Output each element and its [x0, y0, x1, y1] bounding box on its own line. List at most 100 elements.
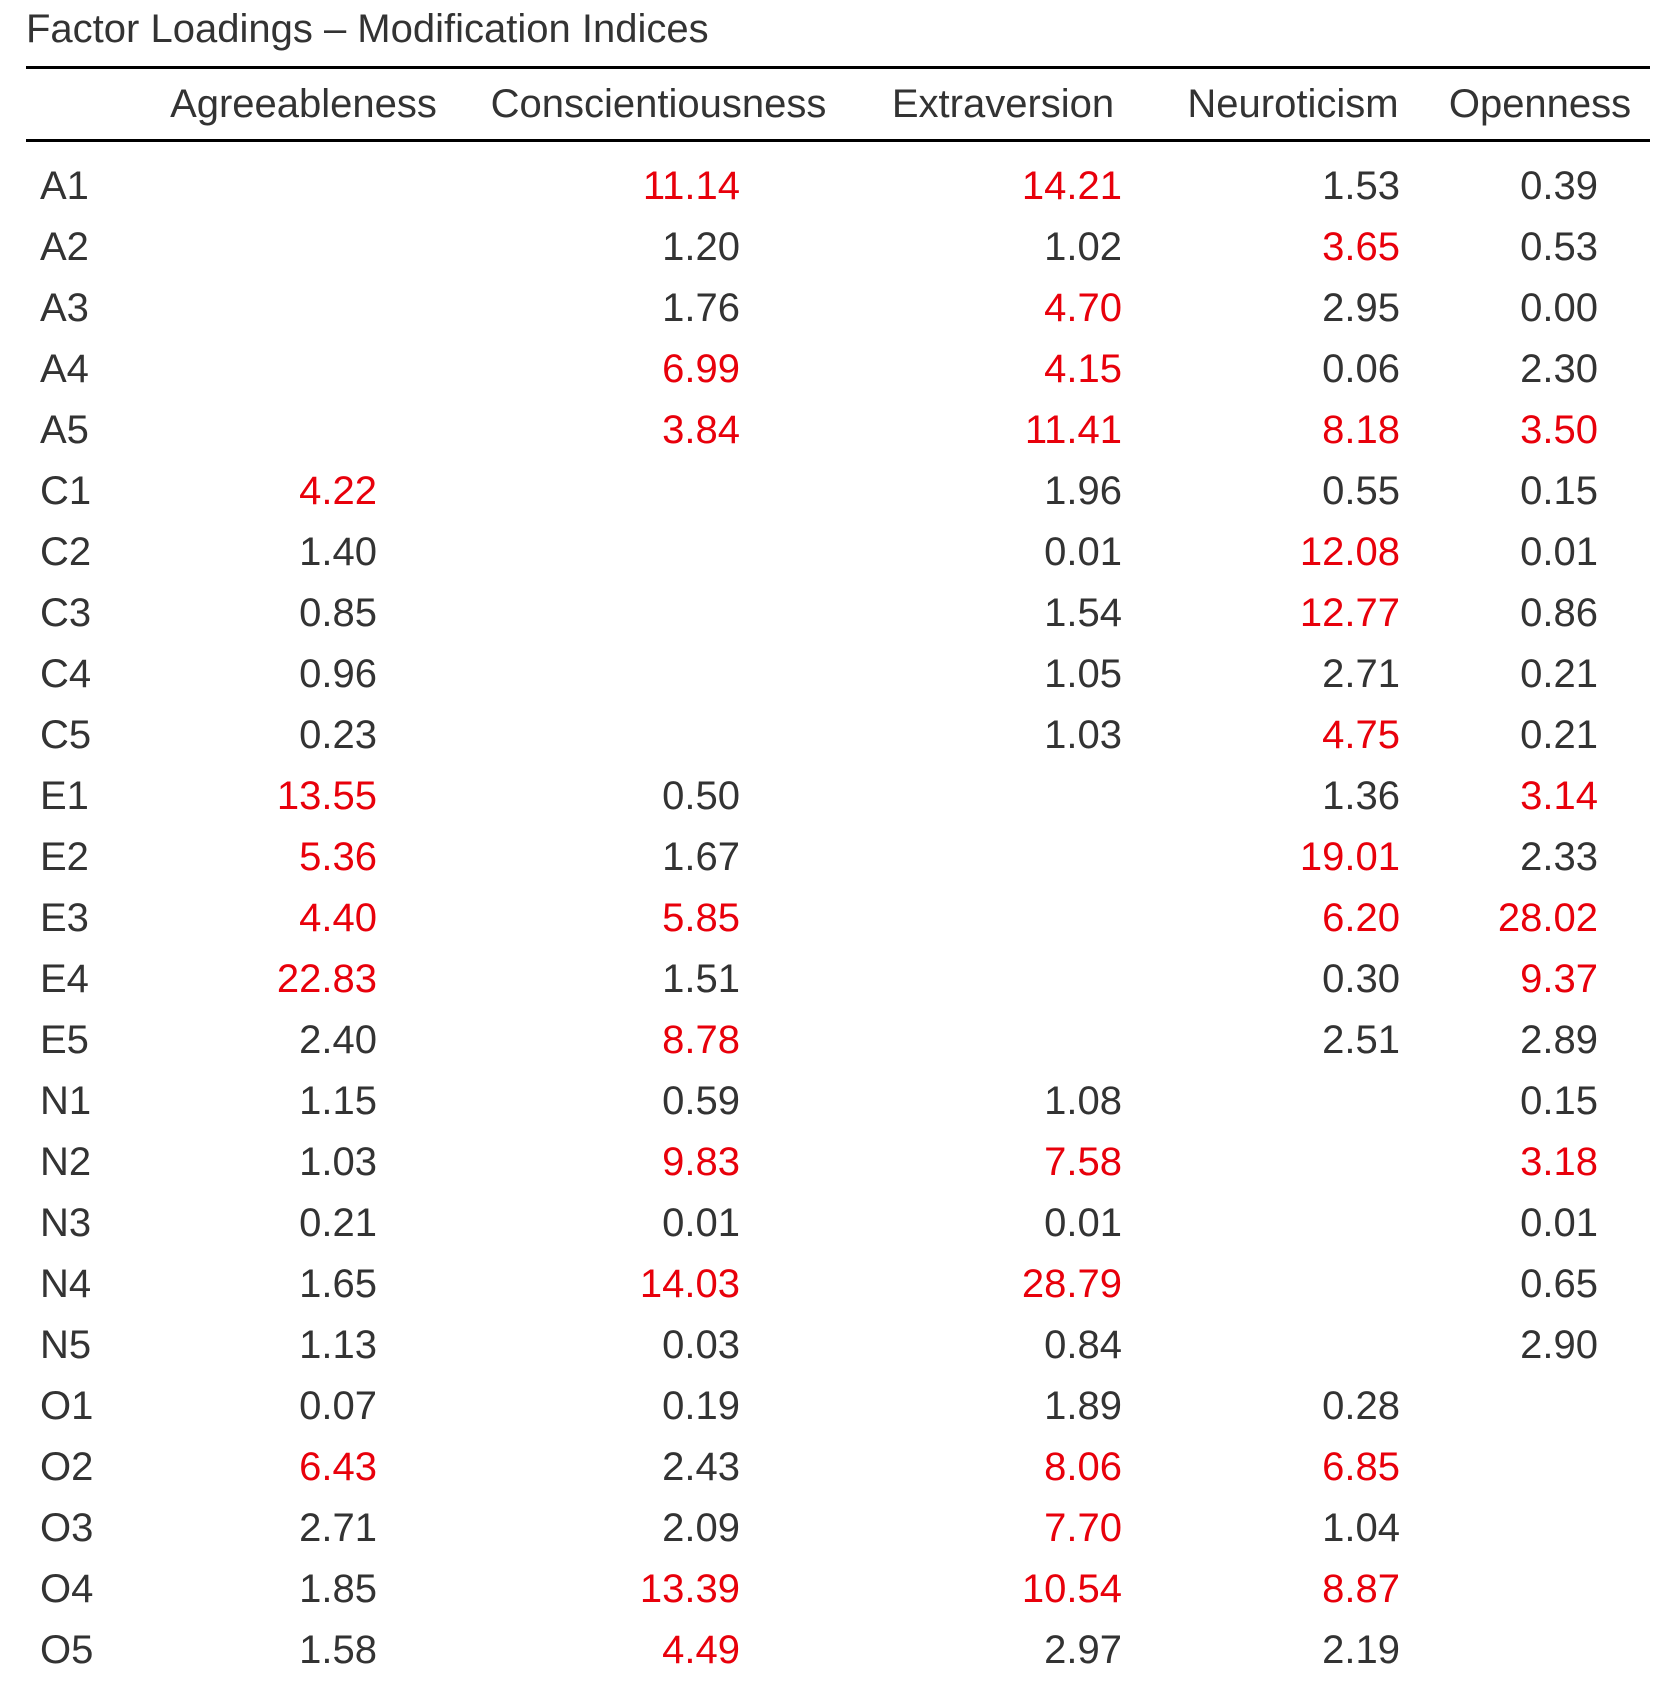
table-cell [140, 400, 467, 461]
table-cell: 1.15 [299, 1079, 377, 1123]
table-cell: 4.40 [299, 896, 377, 940]
row-label: A4 [40, 347, 89, 391]
table-cell [140, 339, 467, 400]
table-cell [1156, 1193, 1430, 1254]
table-spacer [26, 141, 1650, 157]
table-cell: 0.19 [662, 1384, 740, 1428]
row-label: O2 [40, 1445, 94, 1489]
table-cell: 1.54 [1044, 591, 1122, 635]
table-cell: 1.89 [1044, 1384, 1122, 1428]
table-cell: 0.03 [662, 1323, 740, 1367]
table-cell: 1.20 [662, 225, 740, 269]
table-cell: 2.51 [1322, 1018, 1400, 1062]
row-label: O4 [40, 1567, 94, 1611]
table-cell: 1.40 [299, 530, 377, 574]
table-row: N3 0.21 0.01 0.01 0.01 [26, 1193, 1650, 1254]
table-cell: 3.50 [1520, 408, 1598, 452]
table-cell: 1.05 [1044, 652, 1122, 696]
table-cell: 8.78 [662, 1018, 740, 1062]
table-cell: 8.06 [1044, 1445, 1122, 1489]
table-cell: 12.77 [1299, 591, 1400, 635]
table-cell: 0.15 [1520, 469, 1598, 513]
table-cell: 4.70 [1044, 286, 1122, 330]
table-row: E1 13.55 0.50 1.36 3.14 [26, 766, 1650, 827]
row-label: E4 [40, 957, 89, 1001]
table-cell: 0.01 [1044, 1201, 1122, 1245]
table-row: C3 0.85 1.54 12.77 0.86 [26, 583, 1650, 644]
table-cell: 14.21 [1021, 164, 1122, 208]
table-cell [1430, 1498, 1650, 1559]
table-cell: 5.36 [299, 835, 377, 879]
table-cell: 1.65 [299, 1262, 377, 1306]
table-row: O1 0.07 0.19 1.89 0.28 [26, 1376, 1650, 1437]
row-label: N2 [40, 1140, 92, 1184]
header-conscientiousness: Conscientiousness [490, 81, 827, 126]
table-row: O2 6.43 2.43 8.06 6.85 [26, 1437, 1650, 1498]
table-row: C1 4.22 1.96 0.55 0.15 [26, 461, 1650, 522]
table-cell: 6.43 [299, 1445, 377, 1489]
table-row: N1 1.15 0.59 1.08 0.15 [26, 1071, 1650, 1132]
table-cell: 0.21 [1520, 652, 1598, 696]
table-cell: 0.21 [299, 1201, 377, 1245]
table-row: C5 0.23 1.03 4.75 0.21 [26, 705, 1650, 766]
table-cell: 7.58 [1044, 1140, 1122, 1184]
table-cell: 6.85 [1322, 1445, 1400, 1489]
table-cell [1430, 1376, 1650, 1437]
table-cell [850, 1010, 1156, 1071]
table-cell: 14.03 [639, 1262, 740, 1306]
table-cell: 0.84 [1044, 1323, 1122, 1367]
table-row: A2 1.20 1.02 3.65 0.53 [26, 217, 1650, 278]
table-cell: 2.95 [1322, 286, 1400, 330]
table-cell: 5.85 [662, 896, 740, 940]
table-row: N4 1.65 14.03 28.79 0.65 [26, 1254, 1650, 1315]
table-cell [1156, 1315, 1430, 1376]
table-cell: 2.89 [1520, 1018, 1598, 1062]
header-extraversion: Extraversion [891, 81, 1115, 126]
table-cell: 1.02 [1044, 225, 1122, 269]
table-cell [1156, 1254, 1430, 1315]
table-cell: 22.83 [276, 957, 377, 1001]
row-label: C2 [40, 530, 92, 574]
table-cell [467, 583, 850, 644]
table-cell: 0.01 [1520, 1201, 1598, 1245]
table-row: C4 0.96 1.05 2.71 0.21 [26, 644, 1650, 705]
row-label: N3 [40, 1201, 92, 1245]
table-cell [467, 644, 850, 705]
table-row: A1 11.14 14.21 1.53 0.39 [26, 156, 1650, 217]
table-cell: 2.97 [1044, 1628, 1122, 1672]
table-cell: 28.79 [1021, 1262, 1122, 1306]
row-label: N5 [40, 1323, 92, 1367]
table-cell: 0.53 [1520, 225, 1598, 269]
table-cell [467, 522, 850, 583]
table-cell [140, 278, 467, 339]
table-row: N5 1.13 0.03 0.84 2.90 [26, 1315, 1650, 1376]
row-label: E5 [40, 1018, 89, 1062]
table-cell [140, 217, 467, 278]
table-cell: 11.41 [1024, 408, 1122, 452]
header-row: Agreeableness Conscientiousness Extraver… [26, 67, 1650, 141]
table-row: A3 1.76 4.70 2.95 0.00 [26, 278, 1650, 339]
table-cell: 1.67 [662, 835, 740, 879]
table-cell: 1.96 [1044, 469, 1122, 513]
table-cell: 13.39 [639, 1567, 740, 1611]
table-cell: 0.00 [1520, 286, 1598, 330]
table-cell: 11.14 [642, 164, 740, 208]
modification-indices-table: Agreeableness Conscientiousness Extraver… [26, 66, 1650, 1681]
table-header: Agreeableness Conscientiousness Extraver… [26, 67, 1650, 141]
row-label: C5 [40, 713, 92, 757]
table-cell: 1.03 [299, 1140, 377, 1184]
table-cell: 0.39 [1520, 164, 1598, 208]
row-label: O1 [40, 1384, 94, 1428]
table-cell: 3.84 [662, 408, 740, 452]
table-cell: 1.03 [1044, 713, 1122, 757]
table-cell: 0.86 [1520, 591, 1598, 635]
table-cell: 1.85 [299, 1567, 377, 1611]
table-cell: 2.71 [1322, 652, 1400, 696]
row-label: A2 [40, 225, 89, 269]
table-cell: 2.33 [1520, 835, 1598, 879]
row-label: E1 [40, 774, 89, 818]
table-cell [467, 705, 850, 766]
table-row: E4 22.83 1.51 0.30 9.37 [26, 949, 1650, 1010]
row-label: O5 [40, 1628, 94, 1672]
table-cell: 0.96 [299, 652, 377, 696]
